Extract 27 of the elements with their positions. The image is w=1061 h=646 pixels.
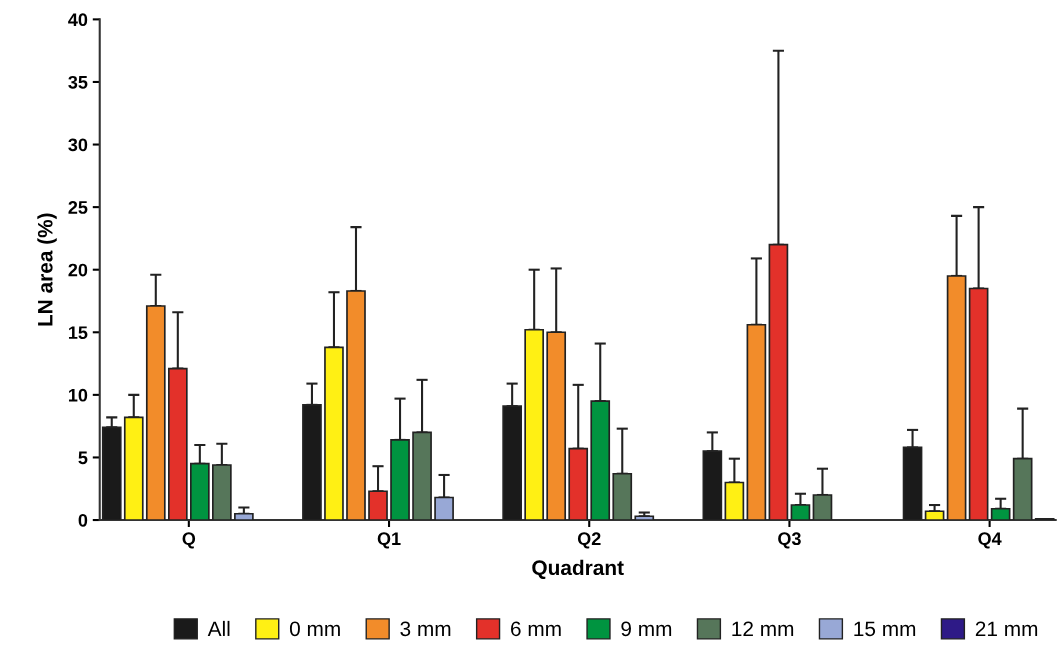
- bar: [234, 512, 254, 521]
- x-tick-label: Q4: [978, 532, 1002, 549]
- y-tick-label: 35: [68, 75, 88, 89]
- y-tick-label: 20: [68, 263, 88, 277]
- legend-label: 12 mm: [732, 621, 794, 636]
- legend-label: 0 mm: [289, 621, 340, 637]
- y-tick-label: 5: [78, 451, 88, 465]
- bar: [924, 510, 945, 521]
- x-tick-label: Q3: [778, 532, 801, 549]
- legend-label: 9 mm: [621, 621, 672, 637]
- y-tick-label: 0: [78, 513, 88, 527]
- y-tick-label: 40: [68, 13, 88, 27]
- legend-label: All: [207, 620, 230, 636]
- legend-label: 3 mm: [400, 621, 451, 637]
- bar: [634, 515, 655, 521]
- legend-label: 15 mm: [854, 621, 916, 637]
- legend-label: 6 mm: [511, 621, 561, 637]
- x-tick-label: Q1: [377, 532, 401, 549]
- legend-label: 21 mm: [975, 621, 1038, 636]
- y-tick-label: 30: [68, 138, 88, 152]
- x-tick-label: Q2: [577, 532, 601, 549]
- y-tick-label: 10: [68, 388, 88, 402]
- y-tick-label: 15: [68, 326, 88, 340]
- y-axis-title: LN area (%): [37, 213, 57, 326]
- x-axis-title: Quadrant: [532, 559, 624, 579]
- x-tick-label: Q: [182, 532, 196, 549]
- y-tick-label: 25: [68, 201, 88, 214]
